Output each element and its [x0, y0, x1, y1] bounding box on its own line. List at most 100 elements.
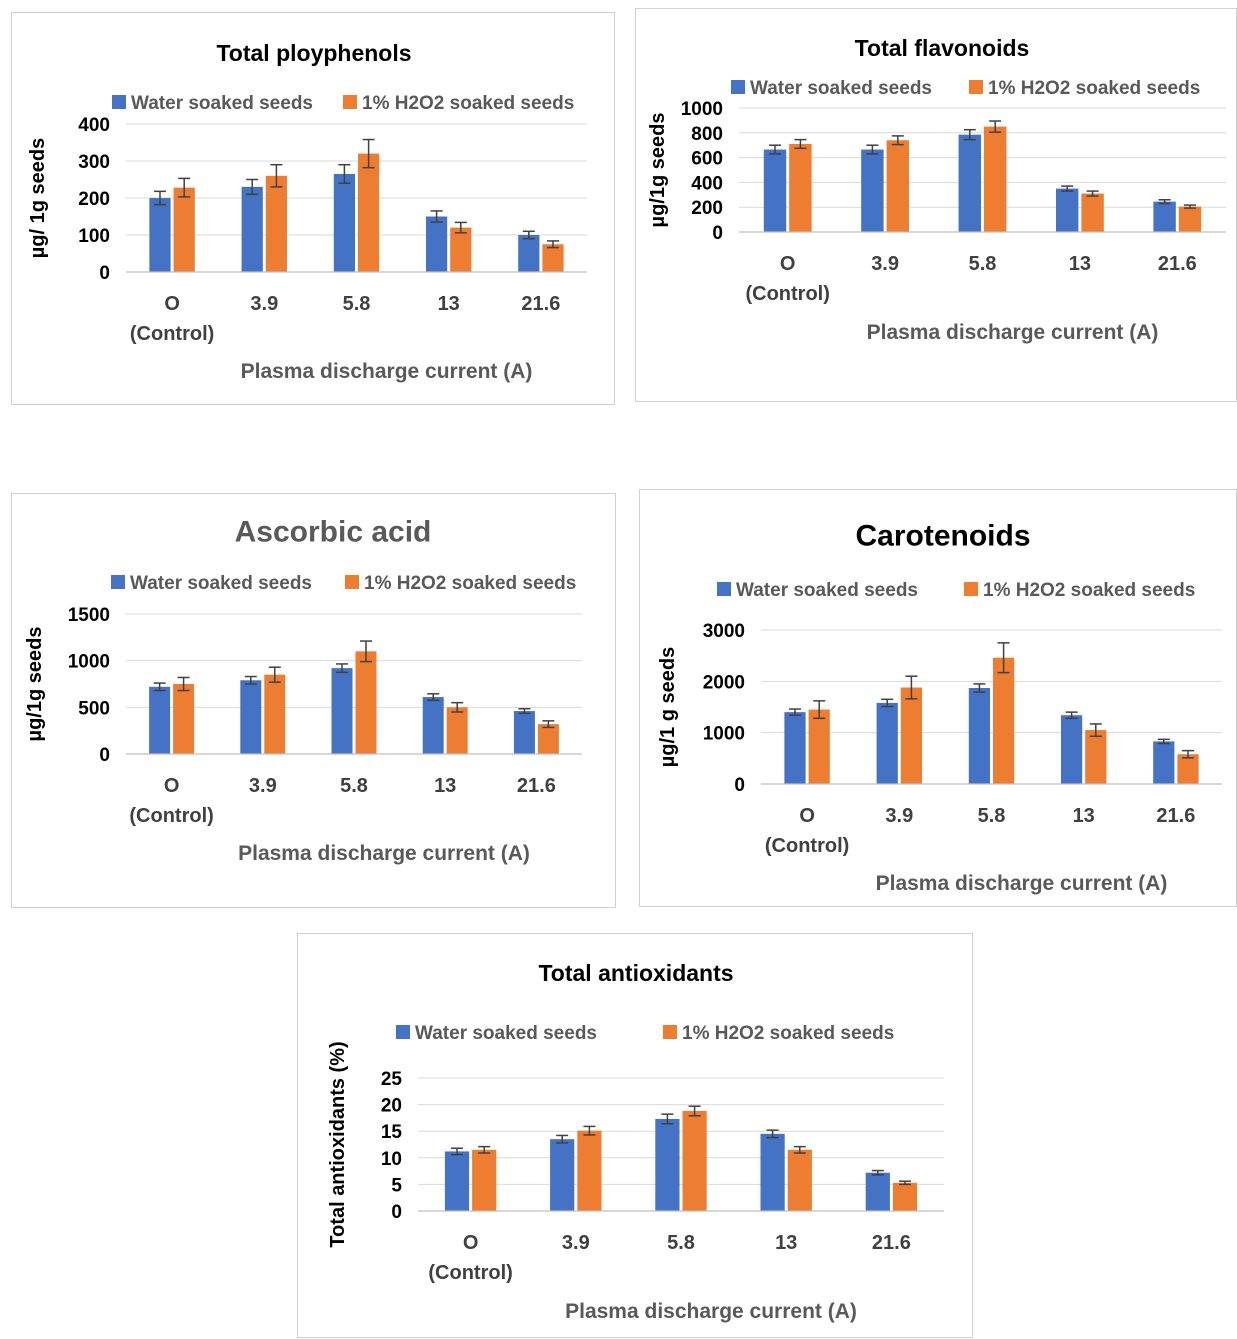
bar: [655, 1118, 680, 1211]
x-tick-label-line: 21.6: [521, 293, 560, 315]
chart-total-polyphenols: Total ployphenols Water soaked seeds 1% H2…: [11, 12, 615, 405]
x-tick-label-line: 5.8: [969, 253, 997, 275]
chart-title: Total antioxidants: [538, 960, 733, 986]
legend-swatch: [969, 80, 983, 94]
bar: [537, 724, 559, 754]
bar: [958, 134, 981, 232]
bar: [333, 173, 355, 272]
bar: [784, 712, 806, 784]
x-tick-label-line: 21.6: [1158, 253, 1197, 275]
bar: [446, 707, 468, 754]
bar: [808, 709, 830, 784]
chart-carotenoids-svg: Carotenoids Water soaked seeds 1% H2O2 soa…: [657, 520, 1222, 895]
chart-title: Total flavonoids: [855, 35, 1030, 61]
bar: [241, 186, 263, 272]
bar: [984, 126, 1007, 232]
x-tick-label-line: 5.8: [340, 775, 368, 797]
legend-label: Water soaked seeds: [131, 93, 313, 114]
bar: [1153, 201, 1176, 232]
bar: [886, 140, 910, 232]
legend-swatch: [111, 575, 125, 589]
x-tick-label-line: 5.8: [667, 1232, 695, 1254]
x-tick-label: 5.8: [969, 253, 997, 275]
x-tick-label: O (Control): [745, 253, 829, 305]
x-tick-label-line: 3.9: [250, 293, 278, 315]
legend-label: 1% H2O2 soaked seeds: [362, 93, 574, 114]
x-tick-label: 3.9: [871, 253, 899, 275]
legend-swatch: [343, 95, 357, 109]
chart-total-antioxidants: Total antioxidants Water soaked seeds 1% H…: [297, 933, 973, 1338]
x-tick-label: 3.9: [250, 293, 278, 315]
bar: [577, 1130, 602, 1211]
bar: [450, 227, 472, 272]
x-tick-label-line: 13: [438, 293, 460, 315]
bar: [425, 216, 448, 272]
bar: [358, 153, 380, 272]
x-tick-label: 13: [1069, 253, 1091, 275]
x-axis-title: Plasma discharge current (A): [238, 842, 530, 865]
x-tick-label-line: 5.8: [343, 293, 371, 315]
x-tick-label: 13: [434, 775, 456, 797]
x-tick-label: 3.9: [249, 775, 277, 797]
legend-swatch: [663, 1025, 677, 1039]
legend-label: 1% H2O2 soaked seeds: [364, 573, 576, 594]
chart-title: Ascorbic acid: [235, 516, 432, 549]
x-axis-title: Plasma discharge current (A): [867, 321, 1159, 344]
x-axis-title: Plasma discharge current (A): [565, 1300, 857, 1323]
bar: [355, 651, 377, 754]
chart-total-flavonoids: Total flavonoids Water soaked seeds 1% H2O…: [635, 8, 1237, 402]
chart-ascorbic-acid-svg: Ascorbic acid Water soaked seeds 1% H2O2 s…: [24, 516, 582, 865]
y-tick-label: 1000: [703, 724, 745, 745]
bar: [149, 198, 171, 272]
bar: [265, 175, 288, 272]
bar: [149, 686, 171, 754]
x-tick-label: 21.6: [1156, 805, 1195, 827]
x-tick-label-line: (Control): [130, 323, 214, 345]
y-tick-label: 200: [78, 189, 110, 210]
bar: [550, 1139, 575, 1211]
bar: [789, 143, 812, 232]
bar: [444, 1151, 470, 1211]
bar: [518, 235, 540, 272]
x-tick-label: O (Control): [129, 775, 213, 827]
y-tick-label: 200: [691, 198, 723, 219]
y-tick-label: 500: [78, 698, 110, 719]
legend-label: 1% H2O2 soaked seeds: [983, 580, 1195, 601]
bar: [513, 711, 535, 754]
x-tick-label-line: 21.6: [517, 775, 556, 797]
legend-swatch: [717, 582, 731, 596]
x-tick-label: 3.9: [562, 1232, 590, 1254]
bar: [173, 187, 195, 272]
bar: [861, 149, 884, 232]
bar: [422, 697, 444, 754]
legend-swatch: [345, 575, 359, 589]
x-tick-label-line: O: [799, 805, 815, 827]
y-tick-label: 15: [381, 1122, 403, 1143]
bar: [1153, 741, 1175, 784]
chart-carotenoids: Carotenoids Water soaked seeds 1% H2O2 soa…: [639, 489, 1237, 907]
chart-total-flavonoids-svg: Total flavonoids Water soaked seeds 1% H2O…: [647, 35, 1226, 344]
y-tick-label: 5: [391, 1175, 402, 1196]
x-tick-label-line: 13: [775, 1232, 797, 1254]
legend-label: Water soaked seeds: [736, 580, 918, 601]
y-axis-title: µg/1g seeds: [24, 627, 46, 742]
x-tick-label-line: 5.8: [978, 805, 1006, 827]
y-tick-label: 1500: [68, 605, 110, 626]
x-axis-title: Plasma discharge current (A): [876, 872, 1168, 895]
x-tick-label: 13: [438, 293, 460, 315]
x-tick-label: 5.8: [343, 293, 371, 315]
x-tick-label-line: 3.9: [885, 805, 913, 827]
x-tick-label-line: O: [780, 253, 796, 275]
y-tick-label: 600: [691, 149, 723, 170]
y-axis-title: µg/1 g seeds: [657, 647, 679, 767]
y-tick-label: 0: [734, 775, 745, 796]
x-tick-label-line: 3.9: [871, 253, 899, 275]
y-tick-label: 25: [381, 1069, 403, 1090]
y-tick-label: 100: [78, 226, 110, 247]
x-tick-label: 5.8: [340, 775, 368, 797]
x-tick-label-line: 13: [1073, 805, 1095, 827]
x-tick-label-line: O: [463, 1232, 479, 1254]
y-tick-label: 2000: [703, 672, 745, 693]
bar: [900, 687, 923, 784]
x-tick-label-line: (Control): [745, 283, 829, 305]
